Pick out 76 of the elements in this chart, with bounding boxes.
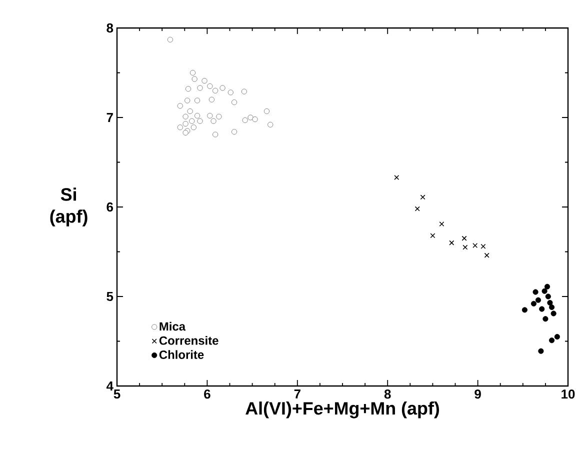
- y-tick-label: 8: [106, 23, 114, 33]
- y-tick-label: 4: [106, 382, 114, 390]
- point: [190, 70, 196, 76]
- point: [167, 36, 174, 42]
- point: [212, 88, 218, 94]
- point: [548, 338, 555, 344]
- legend-label: Corrensite: [159, 336, 218, 345]
- point: [539, 306, 545, 312]
- point: [545, 294, 551, 300]
- point: [194, 98, 200, 104]
- y-tick-label: 6: [106, 202, 114, 212]
- point: [480, 244, 486, 249]
- point: [248, 114, 254, 120]
- point: [182, 120, 188, 127]
- y-tick-label: 7: [106, 113, 113, 122]
- x-axis-title: Al(VI)+Fe+Mg+Mn (apf): [246, 402, 439, 418]
- point: [535, 297, 542, 303]
- legend-label: Chlorite: [159, 350, 204, 359]
- x-tick-label: 8: [384, 390, 391, 399]
- point: [231, 129, 238, 135]
- point: [197, 118, 203, 124]
- y-axis-title: Si (apf): [50, 188, 88, 226]
- point: [430, 233, 436, 238]
- point: [207, 83, 213, 89]
- y-tick-label: 5: [106, 292, 114, 302]
- point: [538, 348, 544, 354]
- point: [208, 96, 214, 102]
- point: [241, 88, 247, 94]
- point: [462, 236, 467, 241]
- point: [449, 240, 454, 246]
- point: [542, 316, 548, 322]
- point: [439, 221, 444, 227]
- point: [547, 300, 553, 306]
- point: [550, 310, 556, 316]
- point: [185, 86, 192, 92]
- point: [532, 289, 538, 295]
- point: [394, 174, 400, 180]
- point: [189, 118, 195, 124]
- point: [231, 99, 238, 106]
- point: [462, 244, 468, 250]
- point: [472, 242, 478, 248]
- point: [192, 76, 198, 82]
- point: [414, 206, 420, 212]
- x-tick-label: 9: [474, 390, 481, 399]
- x-tick-label: 7: [294, 390, 300, 398]
- x-tick-label: 10: [562, 390, 575, 399]
- point: [530, 300, 537, 306]
- point: [268, 122, 274, 128]
- point: [197, 85, 203, 91]
- point: [252, 116, 258, 122]
- point: [187, 108, 193, 114]
- legend-label: Mica: [160, 322, 186, 331]
- point: [184, 98, 190, 104]
- point: [194, 112, 200, 118]
- point: [264, 108, 270, 114]
- point: [242, 117, 248, 123]
- point: [544, 284, 550, 290]
- point: [228, 90, 234, 96]
- point: [182, 114, 188, 120]
- point: [177, 124, 183, 130]
- point: [220, 85, 226, 91]
- point: [554, 334, 560, 340]
- x-tick-label: 5: [114, 390, 120, 399]
- point: [210, 118, 216, 124]
- point: [484, 252, 490, 258]
- point: [202, 78, 208, 84]
- point: [548, 304, 555, 310]
- x-tick-label: 6: [204, 390, 210, 399]
- point: [190, 124, 196, 130]
- point: [420, 194, 426, 200]
- point: [177, 103, 183, 109]
- point: [216, 114, 222, 120]
- point: [207, 112, 213, 118]
- point: [212, 132, 218, 138]
- point: [542, 288, 548, 294]
- point: [522, 307, 528, 313]
